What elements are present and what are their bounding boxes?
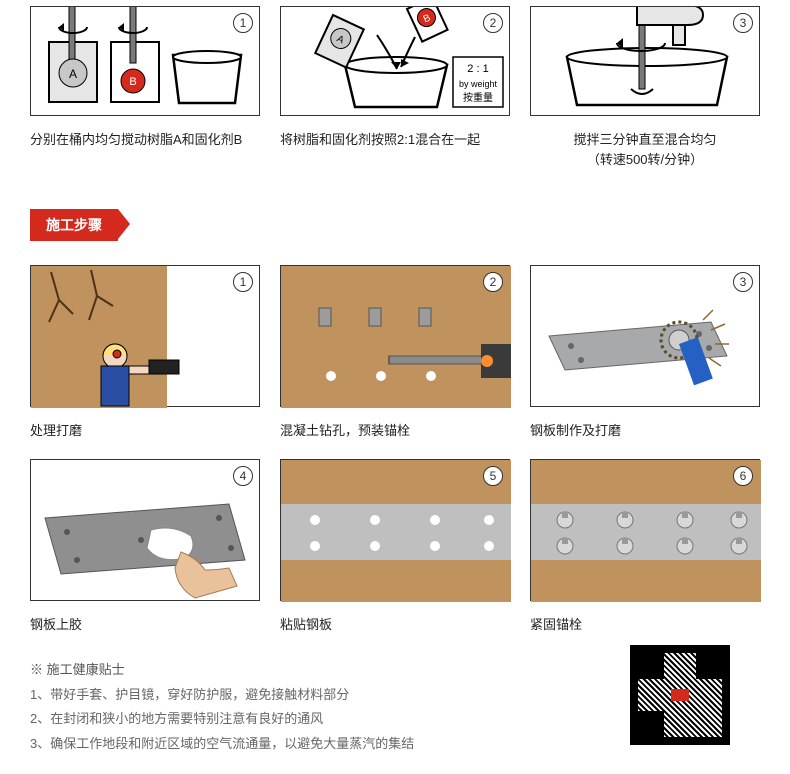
section-title-construction: 施工步骤 [30, 209, 118, 241]
proc-step-5: 5 粘贴钢板 [280, 459, 510, 635]
proc-diagram-4: 4 [30, 459, 260, 601]
mix-diagram-2: A B 2 : 1 by weight 按重量 2 [280, 6, 510, 116]
mix-diagram-3: 3 [530, 6, 760, 116]
proc-step-4: 4 钢板上胶 [30, 459, 260, 635]
proc-diagram-2: 2 [280, 265, 510, 407]
proc-row-2: 4 钢板上胶 5 粘贴钢板 [30, 459, 760, 635]
step-number: 5 [483, 466, 503, 486]
step-number: 1 [233, 272, 253, 292]
proc-row-1: 1 处理打磨 2 [30, 265, 760, 441]
proc-caption-2: 混凝土钻孔，预装锚栓 [280, 421, 510, 441]
proc-caption-3: 钢板制作及打磨 [530, 421, 760, 441]
proc-step-2: 2 混凝土钻孔，预装锚栓 [280, 265, 510, 441]
step-number: 3 [733, 13, 753, 33]
proc-diagram-1: 1 [30, 265, 260, 407]
step-number: 2 [483, 13, 503, 33]
step-number: 4 [233, 466, 253, 486]
step-number: 2 [483, 272, 503, 292]
proc-step-1: 1 处理打磨 [30, 265, 260, 441]
svg-text:按重量: 按重量 [463, 91, 493, 104]
svg-text:A: A [69, 67, 77, 81]
ratio-label: 2 : 1 [467, 63, 488, 75]
mix-diagram-1: A B 1 [30, 6, 260, 116]
step-number: 1 [233, 13, 253, 33]
proc-caption-1: 处理打磨 [30, 421, 260, 441]
mix-step-2: A B 2 : 1 by weight 按重量 2 将树脂和固化剂按照2:1混合… [280, 6, 510, 169]
proc-diagram-3: 3 [530, 265, 760, 407]
mix-caption-1: 分别在桶内均匀搅动树脂A和固化剂B [30, 130, 260, 150]
mix-step-1: A B 1 分别在桶内均匀搅动树脂A和固化剂B [30, 6, 260, 169]
proc-step-6: 6 紧固锚栓 [530, 459, 760, 635]
mixing-steps-row: A B 1 分别在桶内均匀搅动树脂A和固化剂B [30, 6, 760, 169]
mix-caption-3: 搅拌三分钟直至混合均匀 （转速500转/分钟） [530, 130, 760, 169]
proc-caption-4: 钢板上胶 [30, 615, 260, 635]
proc-diagram-6: 6 [530, 459, 760, 601]
mix-step-3: 3 搅拌三分钟直至混合均匀 （转速500转/分钟） [530, 6, 760, 169]
qr-code [630, 645, 730, 745]
proc-caption-6: 紧固锚栓 [530, 615, 760, 635]
step-number: 6 [733, 466, 753, 486]
proc-caption-5: 粘贴钢板 [280, 615, 510, 635]
proc-diagram-5: 5 [280, 459, 510, 601]
mix-caption-2: 将树脂和固化剂按照2:1混合在一起 [280, 130, 510, 150]
svg-text:B: B [129, 76, 136, 88]
svg-text:by weight: by weight [459, 79, 498, 89]
proc-step-3: 3 钢板制作及打磨 [530, 265, 760, 441]
step-number: 3 [733, 272, 753, 292]
